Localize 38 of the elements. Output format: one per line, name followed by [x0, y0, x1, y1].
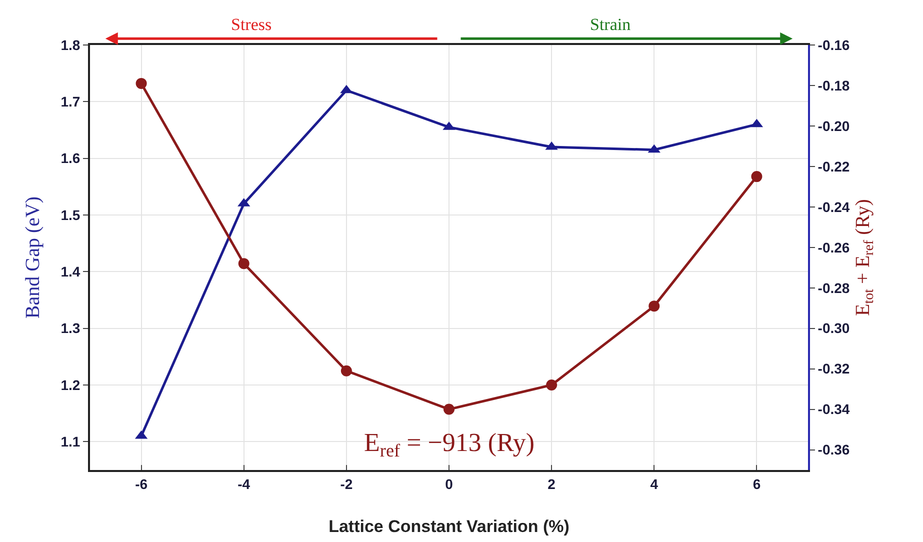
- x-tick-label: -2: [340, 476, 353, 492]
- y2-tick-label: -0.28: [818, 280, 850, 296]
- y2-tick-label: -0.26: [818, 239, 850, 256]
- point: [648, 300, 660, 312]
- point: [238, 258, 250, 270]
- x-tick-label: -6: [135, 476, 148, 492]
- x-tick-label: 2: [548, 476, 556, 492]
- y-axis-title: Band Gap (eV): [22, 196, 44, 319]
- y-tick-label: 1.3: [60, 320, 80, 336]
- point: [546, 380, 558, 390]
- y2-tick-label: -0.18: [818, 77, 850, 94]
- y2-tick-label: -0.16: [818, 36, 850, 53]
- x-tick-label: 4: [650, 476, 658, 492]
- text: Strain: [590, 15, 632, 34]
- x-tick-label: -4: [238, 476, 250, 492]
- point: [444, 404, 454, 415]
- y2-tick-label: -0.22: [818, 158, 850, 174]
- y-tick-label: 1.5: [60, 206, 80, 223]
- y2-tick-label: -0.30: [818, 320, 850, 336]
- y-tick-label: 1.8: [60, 36, 80, 53]
- point: [751, 171, 762, 182]
- y2-tick-label: -0.36: [818, 442, 850, 458]
- point: [340, 365, 352, 376]
- y2-tick-label: -0.32: [818, 360, 850, 377]
- y2-tick-label: -0.34: [818, 401, 850, 418]
- text: Stress: [231, 15, 272, 34]
- point: [136, 78, 147, 89]
- y-tick-label: 1.4: [60, 264, 80, 280]
- y-tick-label: 1.6: [60, 150, 80, 166]
- y2-tick-label: -0.24: [818, 198, 850, 215]
- x-axis-title: Lattice Constant Variation (%): [328, 517, 570, 536]
- y2-tick-label: -0.20: [818, 118, 850, 134]
- y-tick-label: 1.1: [60, 434, 80, 450]
- annotation: E$_{ref}$ = −913 (Ry): [364, 428, 535, 460]
- y-tick-label: 1.7: [60, 94, 80, 110]
- x-tick-label: 0: [445, 476, 454, 492]
- x-tick-label: 6: [752, 476, 761, 492]
- y-tick-label: 1.2: [60, 376, 80, 393]
